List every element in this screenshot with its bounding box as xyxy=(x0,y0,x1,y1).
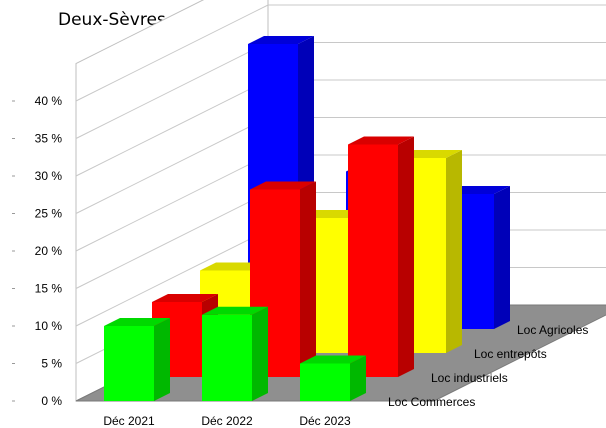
bar xyxy=(250,181,316,377)
y-tick-label: 25 % xyxy=(35,207,63,221)
bar-side xyxy=(252,306,268,401)
gridline xyxy=(75,4,606,102)
bar-top xyxy=(348,136,414,145)
bar-top xyxy=(104,318,170,326)
series-depth-label: Loc Agricoles xyxy=(517,323,588,337)
bar-side xyxy=(350,355,366,401)
chart-title: Deux-Sèvres xyxy=(58,10,166,30)
y-tick-label: 35 % xyxy=(35,132,63,146)
bar-front xyxy=(202,314,252,401)
y-tick-label: 40 % xyxy=(35,94,63,108)
x-category-label: Déc 2021 xyxy=(103,414,155,428)
bar-side xyxy=(300,181,316,377)
series-depth-label: Loc entrepôts xyxy=(474,347,547,361)
bar-top xyxy=(250,181,316,190)
y-tick-label: 15 % xyxy=(35,282,63,296)
bar-top xyxy=(300,355,366,364)
bar xyxy=(104,318,170,401)
x-category-label: Déc 2023 xyxy=(299,414,351,428)
bar-side xyxy=(154,318,170,401)
series-depth-label: Loc industriels xyxy=(431,371,508,385)
bar-top xyxy=(200,262,266,271)
bar-top xyxy=(152,294,218,302)
y-tick-label: 5 % xyxy=(41,357,62,371)
series-depth-label: Loc Commerces xyxy=(388,395,475,409)
bar-top xyxy=(248,36,314,44)
bar-front xyxy=(300,363,350,401)
bar xyxy=(300,355,366,401)
bar-front xyxy=(348,144,398,377)
bar-front xyxy=(104,326,154,401)
bar-side xyxy=(446,150,462,353)
bar xyxy=(348,136,414,377)
bar-top xyxy=(202,306,268,315)
bar-side xyxy=(398,136,414,377)
bar xyxy=(202,306,268,401)
y-tick-label: 30 % xyxy=(35,169,63,183)
bar-side xyxy=(494,186,510,329)
y-tick-label: 10 % xyxy=(35,319,63,333)
y-tick-label: 20 % xyxy=(35,244,63,258)
x-category-label: Déc 2022 xyxy=(201,414,253,428)
y-tick-label: 0 % xyxy=(41,394,62,408)
